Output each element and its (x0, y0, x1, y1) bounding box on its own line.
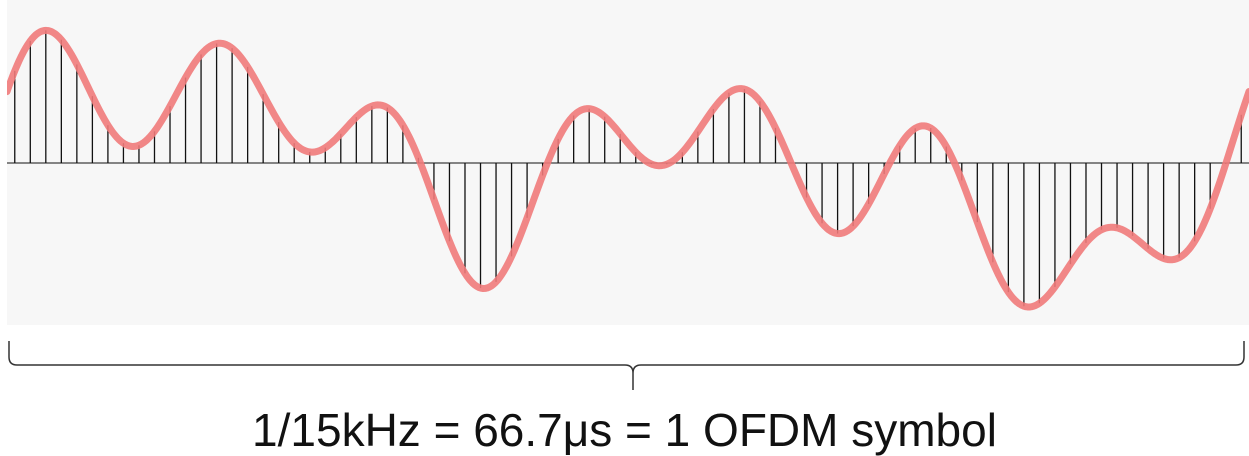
symbol-duration-caption: 1/15kHz = 66.7μs = 1 OFDM symbol (252, 404, 997, 456)
brace-line (8, 341, 1245, 390)
waveform-envelope (7, 26, 1249, 311)
ofdm-waveform-panel (7, 0, 1249, 325)
symbol-duration-brace (8, 341, 1245, 390)
ofdm-waveform (7, 0, 1249, 325)
